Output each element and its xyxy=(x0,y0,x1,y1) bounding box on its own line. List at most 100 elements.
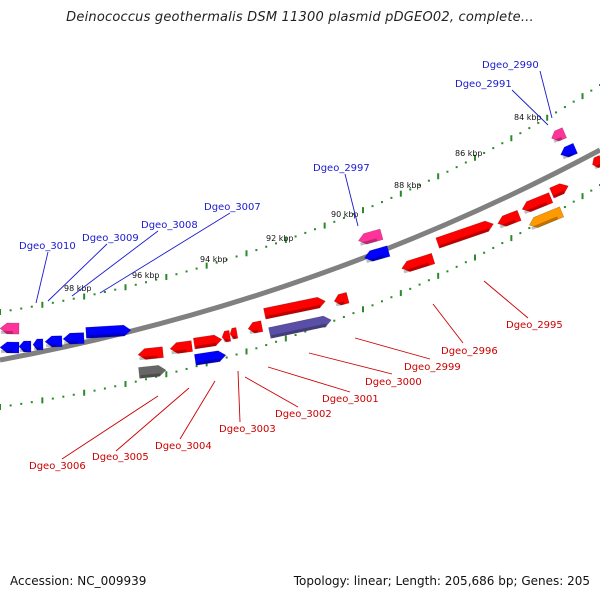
scale-dot xyxy=(501,142,504,145)
scale-tick xyxy=(474,154,477,161)
scale-dot xyxy=(175,273,178,276)
gene-arrow-forward xyxy=(521,192,554,215)
scale-dot xyxy=(333,220,336,223)
gene-label-dgeo-2999: Dgeo_2999 xyxy=(404,362,461,373)
leader-line xyxy=(483,280,529,319)
gene-arrow-forward xyxy=(192,334,223,350)
gene-arrow-shade xyxy=(196,358,221,366)
scale-tick xyxy=(83,293,86,300)
leader-line xyxy=(432,303,464,344)
scale-dot xyxy=(215,261,218,264)
scale-dot xyxy=(195,365,198,368)
scale-dot xyxy=(455,265,458,268)
gene-arrow-shade xyxy=(366,255,385,263)
gene-arrow-body xyxy=(192,334,223,350)
gene-arrow-forward xyxy=(435,220,494,249)
gene-arrow-body xyxy=(62,332,85,345)
scale-label-86: 86 kbp xyxy=(455,149,483,158)
scale-dot xyxy=(185,270,188,273)
gene-arrow-body xyxy=(247,320,264,334)
scale-dot xyxy=(30,305,33,308)
gene-arrow-reverse xyxy=(32,338,44,351)
accession-text: Accession: NC_009939 xyxy=(10,574,147,588)
scale-dot xyxy=(62,299,65,302)
gene-label-dgeo-2990: Dgeo_2990 xyxy=(482,60,539,71)
gene-arrow-body xyxy=(497,209,522,227)
scale-dot xyxy=(483,151,486,154)
gene-arrow-orange xyxy=(528,206,565,230)
gene-arrow-shade xyxy=(271,323,327,339)
gene-arrow-forward xyxy=(137,346,164,361)
scale-dot xyxy=(483,251,486,254)
gene-label-dgeo-3007: Dgeo_3007 xyxy=(204,202,261,213)
scale-labels: 98 kbp 96 kbp 94 kbp 92 kbp 90 kbp 88 kb… xyxy=(64,113,542,293)
leader-line xyxy=(354,337,431,360)
gene-arrow-forward xyxy=(592,155,600,170)
scale-tick xyxy=(546,114,549,121)
gene-arrow-body xyxy=(137,346,164,360)
leader-line xyxy=(344,173,359,227)
gene-arrow-body xyxy=(333,292,350,306)
gene-arrow-shade xyxy=(553,190,565,198)
scale-ring-outer xyxy=(0,84,600,315)
scale-tick xyxy=(361,207,364,214)
scale-dot xyxy=(371,304,374,307)
scale-dot xyxy=(114,385,117,388)
gene-arrow-reverse xyxy=(364,245,391,263)
leader-line xyxy=(61,395,159,460)
gene-arrow-body xyxy=(194,350,227,366)
scale-dot xyxy=(255,347,258,350)
gene-arrow-shade xyxy=(139,355,158,361)
scale-dot xyxy=(464,161,467,164)
scale-tick xyxy=(284,236,287,243)
scale-tick xyxy=(165,371,168,378)
scale-tick xyxy=(165,273,168,280)
scale-tick xyxy=(437,173,440,180)
scale-label-98: 98 kbp xyxy=(64,284,92,293)
gene-arrow-shade xyxy=(553,136,563,143)
scale-dot xyxy=(51,397,54,400)
leader-line xyxy=(244,376,299,408)
scale-dot xyxy=(72,297,75,300)
leader-line xyxy=(179,380,216,440)
gene-arrow-shade xyxy=(439,228,490,248)
leader-line xyxy=(539,70,553,119)
scale-tick xyxy=(205,262,208,269)
scale-dot xyxy=(175,370,178,373)
scale-tick xyxy=(510,135,513,142)
gene-arrow-body xyxy=(268,315,332,339)
gene-arrow-shade xyxy=(594,163,600,170)
scale-dot xyxy=(342,216,345,219)
gene-arrow-shade xyxy=(249,329,259,335)
scale-dot xyxy=(265,245,268,248)
gene-arrow-body xyxy=(592,155,600,169)
scale-tick xyxy=(284,335,287,342)
scale-dot xyxy=(304,330,307,333)
gene-arrow-body xyxy=(0,322,20,335)
gene-arrow-reverse xyxy=(560,142,578,160)
gene-arrow-body xyxy=(229,327,239,340)
scale-tick xyxy=(245,250,248,257)
scale-label-84: 84 kbp xyxy=(514,113,542,122)
scale-dot xyxy=(427,279,430,282)
gene-features xyxy=(0,127,600,379)
gene-label-dgeo-2995: Dgeo_2995 xyxy=(506,320,563,331)
scale-dot xyxy=(409,287,412,290)
scale-dot xyxy=(537,121,540,124)
scale-dot xyxy=(427,179,430,182)
gene-arrow-forward xyxy=(169,340,193,355)
scale-tick xyxy=(399,190,402,197)
scale-tick xyxy=(245,348,248,355)
leader-line xyxy=(237,370,241,423)
scale-dot xyxy=(225,356,228,359)
scale-dot xyxy=(409,188,412,191)
gene-label-dgeo-2991: Dgeo_2991 xyxy=(455,79,512,90)
scale-dot xyxy=(144,378,147,381)
gene-label-dgeo-3004: Dgeo_3004 xyxy=(155,441,212,452)
gene-arrow-shade xyxy=(87,332,126,339)
gene-label-dgeo-3005: Dgeo_3005 xyxy=(92,452,149,463)
scale-dot xyxy=(9,404,12,407)
gene-arrow-body xyxy=(138,365,167,379)
scale-dot xyxy=(371,205,374,208)
gene-arrow-gray xyxy=(138,365,167,379)
